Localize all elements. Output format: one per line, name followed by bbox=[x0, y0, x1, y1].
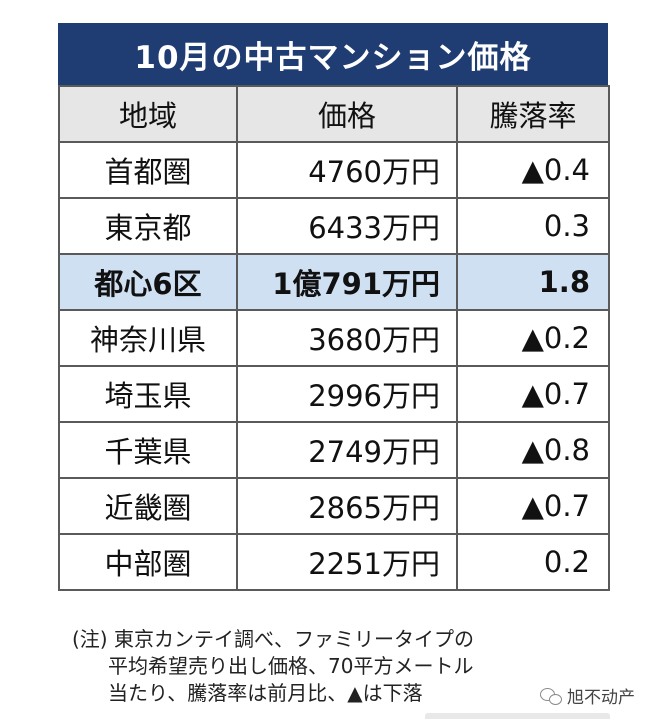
price-cell: 2996万円 bbox=[236, 365, 458, 423]
price-cell: 4760万円 bbox=[236, 141, 458, 199]
price-cell: 2865万円 bbox=[236, 477, 458, 535]
bottom-scroll-indicator bbox=[425, 713, 610, 719]
price-cell: 1億791万円 bbox=[236, 253, 458, 311]
region-cell: 都心6区 bbox=[58, 253, 238, 311]
price-table: 地域 価格 騰落率 首都圏 4760万円 ▲0.4 東京都 6433万円 0.3… bbox=[58, 85, 610, 591]
region-cell: 中部圏 bbox=[58, 533, 238, 591]
table-row: 近畿圏 2865万円 ▲0.7 bbox=[58, 477, 610, 535]
table-row: 埼玉県 2996万円 ▲0.7 bbox=[58, 365, 610, 423]
rate-cell: ▲0.2 bbox=[456, 309, 610, 367]
footnote-line-2: 平均希望売り出し価格、70平方メートル bbox=[108, 654, 474, 678]
table-row: 中部圏 2251万円 0.2 bbox=[58, 533, 610, 591]
rate-cell: ▲0.7 bbox=[456, 365, 610, 423]
region-cell: 千葉県 bbox=[58, 421, 238, 479]
footnote-line-1: (注) 東京カンテイ調べ、ファミリータイプの bbox=[72, 627, 474, 651]
table-row: 東京都 6433万円 0.3 bbox=[58, 197, 610, 255]
rate-cell: ▲0.7 bbox=[456, 477, 610, 535]
region-cell: 首都圏 bbox=[58, 141, 238, 199]
footnote-line-3: 当たり、騰落率は前月比、▲は下落 bbox=[108, 681, 423, 705]
rate-cell: 0.3 bbox=[456, 197, 610, 255]
header-price: 価格 bbox=[236, 85, 458, 143]
footnote: (注) 東京カンテイ調べ、ファミリータイプの 平均希望売り出し価格、70平方メー… bbox=[72, 626, 612, 707]
rate-cell: ▲0.4 bbox=[456, 141, 610, 199]
wechat-icon bbox=[540, 687, 562, 705]
table-title: 10月の中古マンション価格 bbox=[58, 23, 608, 85]
header-row: 地域 価格 騰落率 bbox=[58, 85, 610, 143]
rate-cell: 1.8 bbox=[456, 253, 610, 311]
rate-cell: 0.2 bbox=[456, 533, 610, 591]
table-row: 千葉県 2749万円 ▲0.8 bbox=[58, 421, 610, 479]
rate-cell: ▲0.8 bbox=[456, 421, 610, 479]
price-cell: 2251万円 bbox=[236, 533, 458, 591]
table-row: 神奈川県 3680万円 ▲0.2 bbox=[58, 309, 610, 367]
table-row-highlighted: 都心6区 1億791万円 1.8 bbox=[58, 253, 610, 311]
header-region: 地域 bbox=[58, 85, 238, 143]
watermark-text: 旭不动产 bbox=[567, 688, 635, 708]
price-cell: 2749万円 bbox=[236, 421, 458, 479]
region-cell: 神奈川県 bbox=[58, 309, 238, 367]
region-cell: 埼玉県 bbox=[58, 365, 238, 423]
region-cell: 近畿圏 bbox=[58, 477, 238, 535]
header-rate: 騰落率 bbox=[456, 85, 610, 143]
table-row: 首都圏 4760万円 ▲0.4 bbox=[58, 141, 610, 199]
watermark: 旭不动产 bbox=[540, 683, 635, 708]
price-cell: 3680万円 bbox=[236, 309, 458, 367]
region-cell: 東京都 bbox=[58, 197, 238, 255]
price-cell: 6433万円 bbox=[236, 197, 458, 255]
